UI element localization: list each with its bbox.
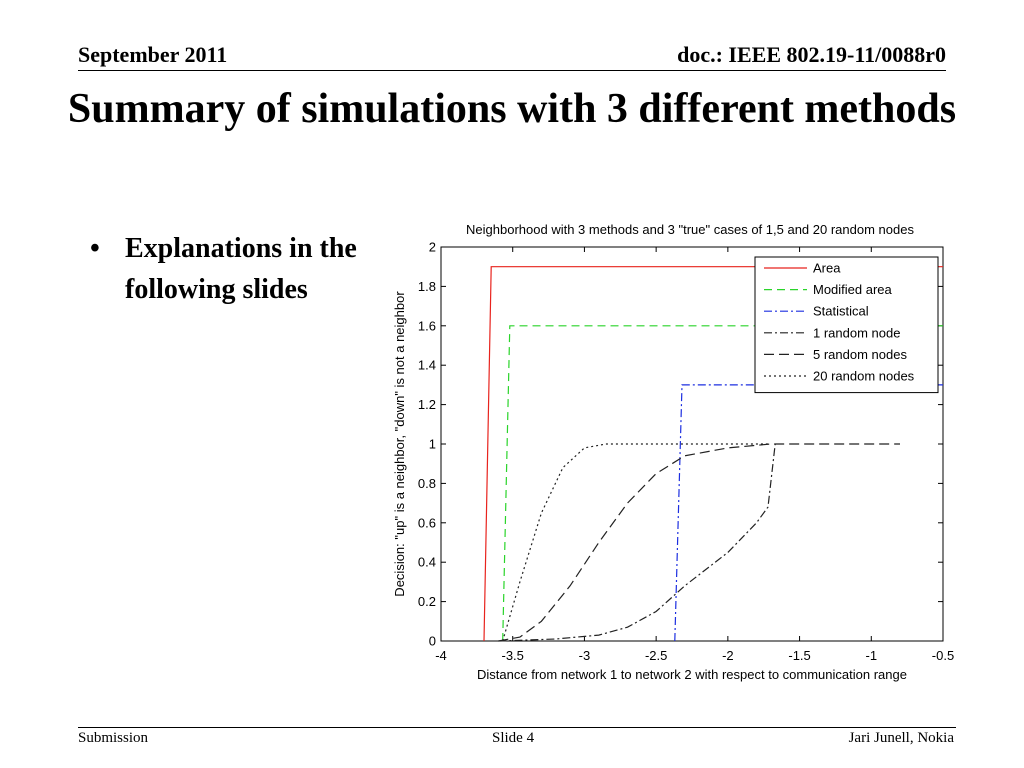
legend-label: Modified area — [813, 282, 893, 297]
slide-title: Summary of simulations with 3 different … — [67, 86, 957, 132]
series-line — [674, 384, 943, 642]
y-tick-label: 0.2 — [418, 594, 436, 609]
y-axis-label: Decision: "up" is a neighbor, "down" is … — [392, 291, 407, 597]
header-rule — [78, 70, 946, 71]
series-line — [502, 443, 771, 642]
series-line — [498, 443, 776, 642]
x-tick-label: -2 — [722, 648, 734, 663]
y-tick-label: 0.6 — [418, 515, 436, 530]
x-tick-label: -4 — [435, 648, 447, 663]
bullet-text: Explanations in the following slides — [125, 233, 357, 305]
y-tick-label: 1 — [429, 437, 436, 452]
footer-rule — [78, 727, 956, 728]
bullet-item: • Explanations in the following slides — [90, 228, 380, 310]
footer-author: Jari Junell, Nokia — [848, 730, 954, 746]
y-tick-label: 2 — [429, 240, 436, 255]
y-tick-label: 1.4 — [418, 358, 436, 373]
y-tick-label: 1.2 — [418, 397, 436, 412]
footer-submission: Submission — [78, 730, 149, 746]
legend-label: Area — [813, 261, 841, 276]
legend-label: 1 random node — [813, 325, 900, 340]
line-chart: Neighborhood with 3 methods and 3 "true"… — [392, 222, 954, 682]
legend-label: 20 random nodes — [813, 369, 915, 384]
x-tick-label: -1 — [866, 648, 878, 663]
header-date: September 2011 — [78, 42, 228, 67]
chart-title: Neighborhood with 3 methods and 3 "true"… — [466, 222, 914, 237]
series-line — [498, 443, 900, 642]
y-tick-label: 0.4 — [418, 555, 436, 570]
x-axis-label: Distance from network 1 to network 2 wit… — [477, 667, 907, 682]
legend-box — [754, 256, 939, 394]
bullet-dot-icon: • — [90, 233, 100, 264]
legend-label: 5 random nodes — [813, 347, 907, 362]
x-tick-label: -3.5 — [502, 648, 524, 663]
x-tick-label: -2.5 — [645, 648, 667, 663]
y-tick-label: 1.8 — [418, 279, 436, 294]
legend-label: Statistical — [813, 304, 869, 319]
chart-legend: Area Modified area Statistical 1 random nod… — [754, 256, 939, 394]
x-tick-label: -3 — [579, 648, 591, 663]
y-tick-label: 0 — [429, 634, 436, 649]
footer-slide-number: Slide 4 — [492, 730, 535, 746]
bullet-list: • Explanations in the following slides — [90, 228, 380, 310]
header-doc-id: doc.: IEEE 802.19-11/0088r0 — [677, 42, 946, 67]
x-tick-label: -0.5 — [932, 648, 954, 663]
axis-ticks: -4 -3.5 -3 -2.5 -2 -1.5 -1 -0.5 0 0.2 0.4 0.6 0.8 1 1.… — [418, 240, 954, 664]
y-tick-label: 0.8 — [418, 476, 436, 491]
y-tick-label: 1.6 — [418, 318, 436, 333]
x-tick-label: -1.5 — [788, 648, 810, 663]
